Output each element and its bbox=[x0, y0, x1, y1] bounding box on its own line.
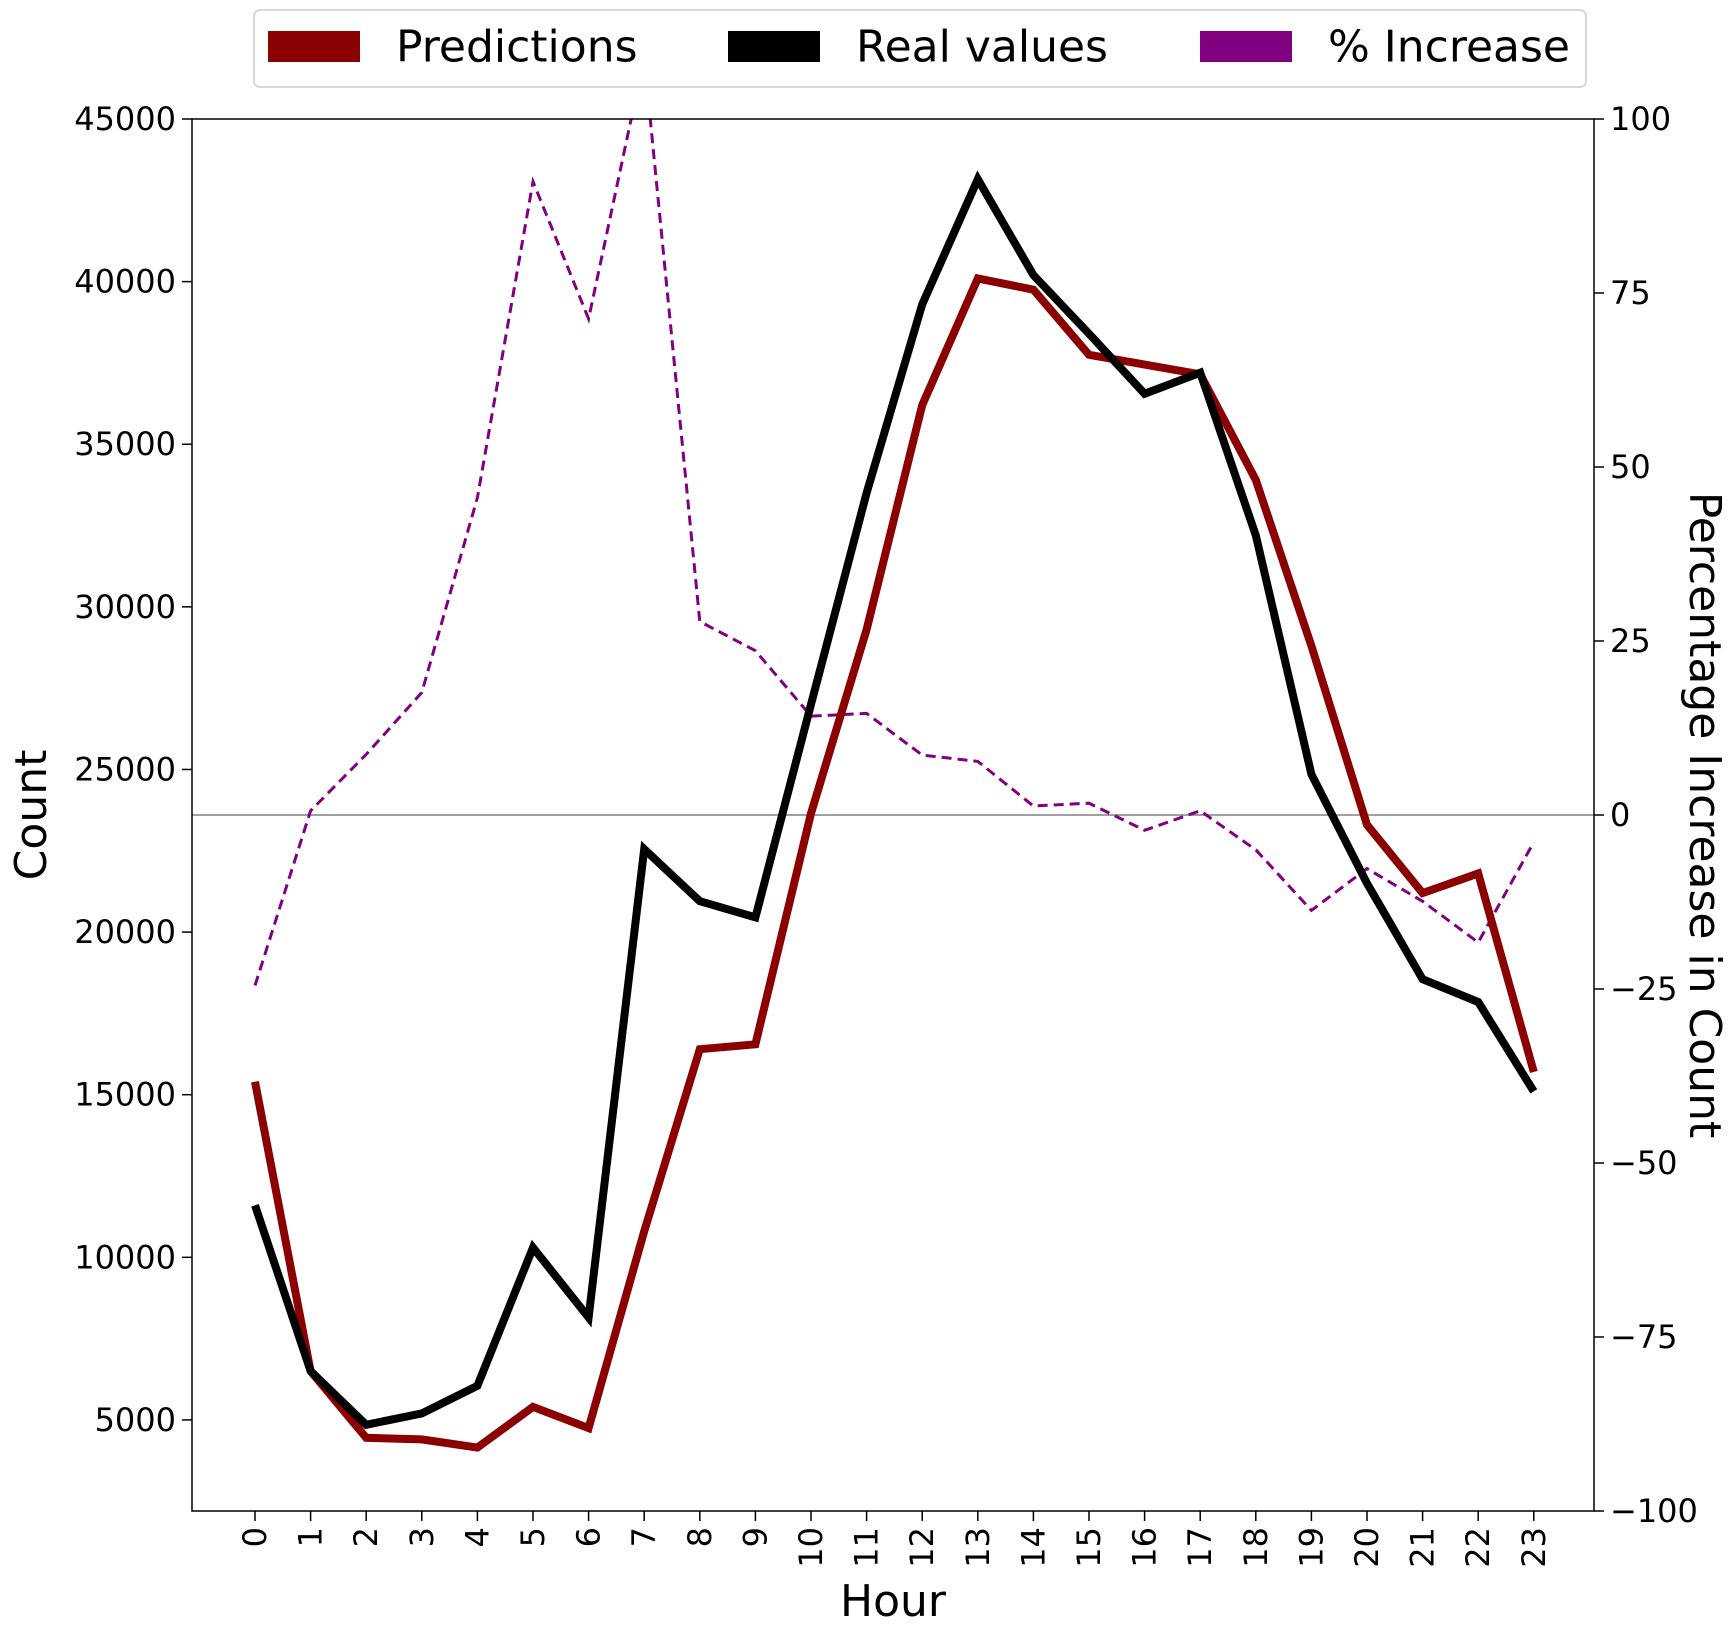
y2-tick-label: −100 bbox=[1610, 1492, 1698, 1530]
y-tick-label: 30000 bbox=[74, 588, 176, 626]
x-tick-label: 5 bbox=[514, 1527, 552, 1547]
x-tick-label: 9 bbox=[736, 1527, 774, 1547]
y-tick-label: 25000 bbox=[74, 750, 176, 788]
y2-tick-label: 75 bbox=[1610, 274, 1651, 312]
legend: Predictions Real values % Increase bbox=[253, 9, 1587, 88]
x-tick-label: 18 bbox=[1237, 1527, 1275, 1568]
x-tick-label: 1 bbox=[292, 1527, 330, 1547]
x-tick-label: 15 bbox=[1070, 1527, 1108, 1568]
x-tick-label: 22 bbox=[1459, 1527, 1497, 1568]
x-tick-label: 2 bbox=[347, 1527, 385, 1547]
x-tick-label: 12 bbox=[903, 1527, 941, 1568]
series-line-increase bbox=[253, 119, 1536, 986]
y-axis-label: Count bbox=[6, 750, 57, 881]
y2-tick-label: 0 bbox=[1610, 796, 1630, 834]
series-line-predictions bbox=[251, 273, 1538, 1452]
y-tick-label: 20000 bbox=[74, 913, 176, 951]
x-tick-label: 21 bbox=[1404, 1527, 1442, 1568]
x-tick-label: 6 bbox=[570, 1527, 608, 1547]
y2-tick-label: 50 bbox=[1610, 448, 1651, 486]
x-tick-label: 13 bbox=[959, 1527, 997, 1568]
y2-tick-label: −50 bbox=[1610, 1144, 1678, 1182]
y-tick-label: 45000 bbox=[74, 100, 176, 138]
legend-label: Real values bbox=[856, 22, 1108, 73]
y2-axis-label: Percentage Increase in Count bbox=[1679, 492, 1730, 1138]
y-tick-label: 35000 bbox=[74, 425, 176, 463]
x-tick-label: 4 bbox=[458, 1527, 496, 1547]
y2-tick-label: 25 bbox=[1610, 622, 1651, 660]
legend-swatch bbox=[728, 31, 820, 62]
y2-tick-label: 100 bbox=[1610, 100, 1671, 138]
x-tick-label: 23 bbox=[1515, 1527, 1553, 1568]
x-tick-label: 19 bbox=[1292, 1527, 1330, 1568]
x-tick-label: 11 bbox=[848, 1527, 886, 1568]
legend-label: % Increase bbox=[1328, 22, 1570, 73]
x-tick-label: 20 bbox=[1348, 1527, 1386, 1568]
x-tick-label: 16 bbox=[1126, 1527, 1164, 1568]
y-tick-label: 40000 bbox=[74, 263, 176, 301]
legend-frame bbox=[253, 9, 1587, 88]
x-tick-label: 0 bbox=[236, 1527, 274, 1547]
x-tick-label: 7 bbox=[625, 1527, 663, 1547]
series-line-real-values bbox=[251, 170, 1538, 1430]
y-tick-label: 15000 bbox=[74, 1076, 176, 1114]
y-tick-label: 5000 bbox=[95, 1401, 176, 1439]
x-tick-label: 8 bbox=[681, 1527, 719, 1547]
y2-tick-label: −75 bbox=[1610, 1318, 1678, 1356]
x-tick-label: 14 bbox=[1014, 1527, 1052, 1568]
x-tick-label: 3 bbox=[403, 1527, 441, 1547]
y-tick-label: 10000 bbox=[74, 1238, 176, 1276]
x-tick-label: 17 bbox=[1181, 1527, 1219, 1568]
y2-tick-label: −25 bbox=[1610, 970, 1678, 1008]
legend-swatch bbox=[1200, 31, 1292, 62]
legend-label: Predictions bbox=[396, 22, 638, 73]
legend-swatch bbox=[268, 31, 360, 62]
x-tick-label: 10 bbox=[792, 1527, 830, 1568]
x-axis-label: Hour bbox=[840, 1576, 947, 1627]
